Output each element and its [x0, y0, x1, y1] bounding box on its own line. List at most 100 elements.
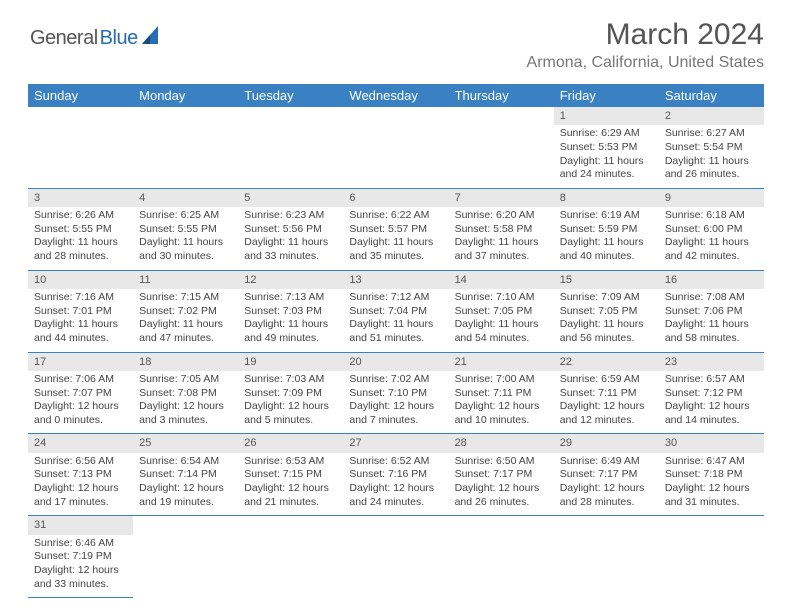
daynum-row: 12 — [28, 107, 764, 125]
sunset-text: Sunset: 7:10 PM — [349, 387, 444, 401]
daylight-text-1: Daylight: 12 hours — [455, 482, 550, 496]
sunset-text: Sunset: 5:54 PM — [665, 141, 760, 155]
day-cell: Sunrise: 6:19 AMSunset: 5:59 PMDaylight:… — [554, 207, 659, 270]
day-number — [554, 516, 659, 535]
day-cell: Sunrise: 7:08 AMSunset: 7:06 PMDaylight:… — [659, 289, 764, 352]
day-cell: Sunrise: 6:53 AMSunset: 7:15 PMDaylight:… — [238, 453, 343, 516]
daylight-text-2: and 10 minutes. — [455, 414, 550, 428]
day-cell: Sunrise: 6:52 AMSunset: 7:16 PMDaylight:… — [343, 453, 448, 516]
day-number: 13 — [343, 270, 448, 289]
weekday-header-row: Sunday Monday Tuesday Wednesday Thursday… — [28, 84, 764, 107]
sunset-text: Sunset: 7:17 PM — [455, 468, 550, 482]
sunrise-text: Sunrise: 6:23 AM — [244, 209, 339, 223]
day-cell: Sunrise: 7:10 AMSunset: 7:05 PMDaylight:… — [449, 289, 554, 352]
logo: General Blue — [30, 18, 162, 50]
day-number — [343, 107, 448, 125]
daylight-text-1: Daylight: 12 hours — [34, 400, 129, 414]
day-number: 5 — [238, 188, 343, 207]
sunset-text: Sunset: 7:04 PM — [349, 305, 444, 319]
day-cell: Sunrise: 6:46 AMSunset: 7:19 PMDaylight:… — [28, 535, 133, 598]
day-number: 6 — [343, 188, 448, 207]
daylight-text-2: and 44 minutes. — [34, 332, 129, 346]
day-number: 20 — [343, 352, 448, 371]
daylight-text-1: Daylight: 11 hours — [455, 236, 550, 250]
day-cell — [133, 125, 238, 188]
daylight-text-1: Daylight: 11 hours — [244, 236, 339, 250]
daylight-text-2: and 56 minutes. — [560, 332, 655, 346]
daylight-text-2: and 5 minutes. — [244, 414, 339, 428]
day-number: 14 — [449, 270, 554, 289]
day-cell: Sunrise: 7:00 AMSunset: 7:11 PMDaylight:… — [449, 371, 554, 434]
day-number: 29 — [554, 434, 659, 453]
day-cell — [343, 535, 448, 598]
daylight-text-1: Daylight: 12 hours — [244, 400, 339, 414]
sunrise-text: Sunrise: 7:13 AM — [244, 291, 339, 305]
day-number: 25 — [133, 434, 238, 453]
day-cell: Sunrise: 7:13 AMSunset: 7:03 PMDaylight:… — [238, 289, 343, 352]
day-number: 9 — [659, 188, 764, 207]
daylight-text-2: and 17 minutes. — [34, 496, 129, 510]
sunset-text: Sunset: 5:53 PM — [560, 141, 655, 155]
day-cell: Sunrise: 6:49 AMSunset: 7:17 PMDaylight:… — [554, 453, 659, 516]
day-number: 2 — [659, 107, 764, 125]
day-cell: Sunrise: 6:18 AMSunset: 6:00 PMDaylight:… — [659, 207, 764, 270]
day-cell: Sunrise: 7:16 AMSunset: 7:01 PMDaylight:… — [28, 289, 133, 352]
day-number: 18 — [133, 352, 238, 371]
daylight-text-1: Daylight: 11 hours — [244, 318, 339, 332]
sunset-text: Sunset: 7:01 PM — [34, 305, 129, 319]
day-number: 23 — [659, 352, 764, 371]
daynum-row: 3456789 — [28, 188, 764, 207]
day-cell: Sunrise: 6:47 AMSunset: 7:18 PMDaylight:… — [659, 453, 764, 516]
daylight-text-2: and 33 minutes. — [34, 578, 129, 592]
sunrise-text: Sunrise: 6:25 AM — [139, 209, 234, 223]
day-cell: Sunrise: 6:27 AMSunset: 5:54 PMDaylight:… — [659, 125, 764, 188]
daylight-text-1: Daylight: 11 hours — [455, 318, 550, 332]
day-cell: Sunrise: 6:59 AMSunset: 7:11 PMDaylight:… — [554, 371, 659, 434]
daylight-text-1: Daylight: 11 hours — [34, 236, 129, 250]
logo-text-general: General — [30, 27, 98, 50]
day-cell: Sunrise: 7:15 AMSunset: 7:02 PMDaylight:… — [133, 289, 238, 352]
day-number: 3 — [28, 188, 133, 207]
day-number — [659, 516, 764, 535]
sunset-text: Sunset: 5:55 PM — [34, 223, 129, 237]
weekday-header: Saturday — [659, 84, 764, 107]
day-number: 4 — [133, 188, 238, 207]
sunrise-text: Sunrise: 7:09 AM — [560, 291, 655, 305]
day-cell: Sunrise: 6:25 AMSunset: 5:55 PMDaylight:… — [133, 207, 238, 270]
daylight-text-1: Daylight: 12 hours — [560, 482, 655, 496]
daylight-text-1: Daylight: 12 hours — [349, 400, 444, 414]
title-block: March 2024 Armona, California, United St… — [527, 18, 764, 72]
day-cell: Sunrise: 7:12 AMSunset: 7:04 PMDaylight:… — [343, 289, 448, 352]
day-cell: Sunrise: 6:56 AMSunset: 7:13 PMDaylight:… — [28, 453, 133, 516]
sunrise-text: Sunrise: 6:50 AM — [455, 455, 550, 469]
sunset-text: Sunset: 5:56 PM — [244, 223, 339, 237]
daylight-text-1: Daylight: 11 hours — [665, 318, 760, 332]
day-number: 7 — [449, 188, 554, 207]
sunrise-text: Sunrise: 6:52 AM — [349, 455, 444, 469]
sunrise-text: Sunrise: 6:19 AM — [560, 209, 655, 223]
day-cell — [449, 535, 554, 598]
daylight-text-1: Daylight: 12 hours — [455, 400, 550, 414]
day-cell: Sunrise: 7:05 AMSunset: 7:08 PMDaylight:… — [133, 371, 238, 434]
daylight-text-1: Daylight: 12 hours — [139, 482, 234, 496]
sunrise-text: Sunrise: 6:49 AM — [560, 455, 655, 469]
day-number: 15 — [554, 270, 659, 289]
sunset-text: Sunset: 7:06 PM — [665, 305, 760, 319]
day-number: 12 — [238, 270, 343, 289]
calendar-table: Sunday Monday Tuesday Wednesday Thursday… — [28, 84, 764, 598]
day-number: 22 — [554, 352, 659, 371]
month-title: March 2024 — [527, 18, 764, 52]
daylight-text-2: and 14 minutes. — [665, 414, 760, 428]
sunset-text: Sunset: 5:55 PM — [139, 223, 234, 237]
sunrise-text: Sunrise: 7:15 AM — [139, 291, 234, 305]
daylight-text-1: Daylight: 12 hours — [560, 400, 655, 414]
daylight-text-2: and 51 minutes. — [349, 332, 444, 346]
sunset-text: Sunset: 5:57 PM — [349, 223, 444, 237]
day-number — [28, 107, 133, 125]
sunrise-text: Sunrise: 6:56 AM — [34, 455, 129, 469]
sunrise-text: Sunrise: 6:29 AM — [560, 127, 655, 141]
sunrise-text: Sunrise: 6:47 AM — [665, 455, 760, 469]
sunset-text: Sunset: 7:16 PM — [349, 468, 444, 482]
daylight-text-1: Daylight: 12 hours — [139, 400, 234, 414]
day-cell — [238, 125, 343, 188]
